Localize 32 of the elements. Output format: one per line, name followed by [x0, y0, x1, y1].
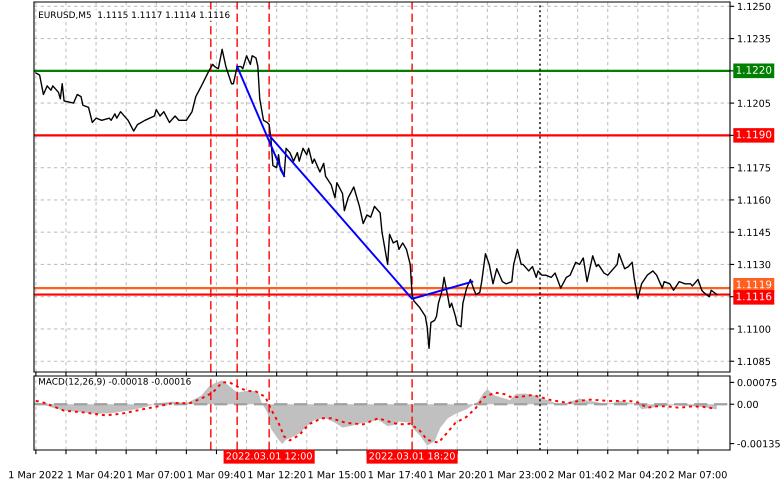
x-tick-label: 1 Mar 04:20	[68, 471, 125, 478]
x-tick-label: 1 Mar 15:00	[308, 471, 366, 478]
y-tick-label: 1.1160	[738, 196, 770, 204]
ref-line-label: 1.1119	[736, 280, 772, 288]
text: EURUSD,M5 1.1115 1.1117 1.1114 1.1116	[39, 11, 230, 20]
x-tick-label: 2 Mar 04:20	[609, 471, 667, 478]
ref-line-label: 2022.03.01 12:00	[226, 452, 312, 460]
x-tick-label: 1 Mar 2022	[9, 471, 63, 478]
y-tick-label: 1.1085	[738, 358, 770, 366]
ref-line-label: 1.1116	[736, 292, 772, 300]
x-tick-label: 1 Mar 17:40	[368, 471, 426, 478]
ref-line-label: 1.1190	[736, 130, 772, 138]
y-tick-label: 1.1175	[738, 164, 770, 172]
y-tick-label: 1.1130	[738, 260, 770, 268]
y-tick-label: -0.00135	[737, 440, 780, 448]
x-tick-label: 1 Mar 12:20	[248, 471, 306, 478]
ref-line-label: 1.1220	[736, 66, 772, 74]
x-tick-label: 1 Mar 23:00	[489, 471, 546, 478]
x-tick-label: 2 Mar 01:40	[548, 471, 606, 478]
ref-line-label: 2022.03.01 18:20	[369, 452, 455, 460]
y-tick-label: 0.00075	[738, 378, 776, 386]
x-tick-label: 1 Mar 07:00	[128, 471, 185, 478]
y-tick-label: 1.1205	[738, 100, 770, 107]
x-tick-label: 1 Mar 09:40	[188, 471, 246, 478]
y-tick-label: 1.1100	[738, 325, 770, 333]
y-tick-label: 1.1145	[738, 228, 770, 236]
chart-title: MACD(12,26,9) -0.00018 -0.00016	[39, 378, 191, 386]
y-tick-label: 1.1235	[738, 35, 770, 42]
x-tick-label: 1 Mar 20:20	[428, 471, 486, 478]
y-tick-label: 1.1250	[738, 2, 770, 10]
y-tick-label: 0.00	[738, 400, 758, 408]
x-tick-label: 2 Mar 07:00	[669, 471, 727, 478]
